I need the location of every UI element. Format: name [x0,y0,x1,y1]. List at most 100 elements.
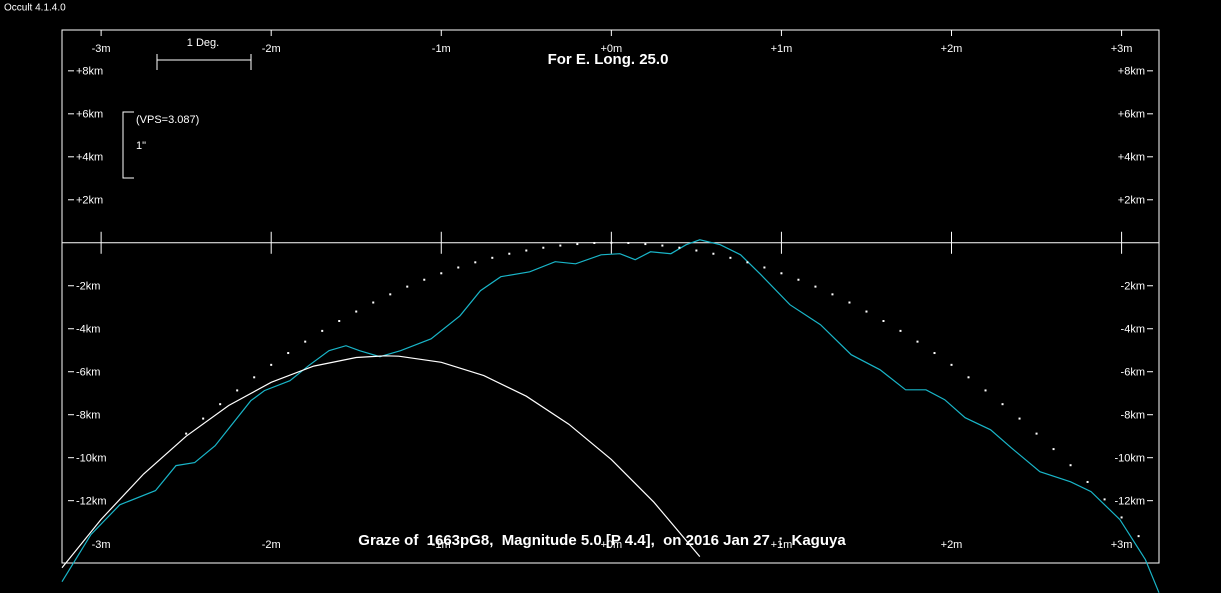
profile-dot [389,293,392,296]
profile-dot [797,278,800,281]
scale-label: 1 Deg. [187,37,219,49]
x-tick-label: +0m [600,43,622,55]
y-tick-label: -4km [76,324,100,336]
profile-dot [695,249,698,252]
profile-dot [610,241,613,244]
profile-dot [1086,480,1089,483]
x-tick-label: -2m [262,43,281,55]
y-tick-label: -12km [76,496,107,508]
profile-dot [746,261,749,264]
y-tick-label: -6km [1121,367,1145,379]
profile-dot [202,417,205,420]
profile-dot [525,249,528,252]
y-tick-label: +6km [1118,109,1145,121]
profile-dot [950,363,953,366]
profile-dot [1035,432,1038,435]
chart-title: For E. Long. 25.0 [548,51,669,68]
profile-dot [474,261,477,264]
profile-dot [508,252,511,255]
x-tick-label: -2m [262,539,281,551]
profile-dot [338,320,341,323]
x-tick-label: +0m [600,539,622,551]
profile-dot [576,243,579,246]
profile-dot [491,256,494,259]
profile-dot [355,310,358,313]
profile-dot [644,243,647,246]
arcsec-label: 1" [136,140,146,152]
profile-dot [831,293,834,296]
y-tick-label: +4km [76,152,103,164]
profile-line [61,355,701,569]
profile-dot [457,266,460,269]
profile-dot [984,389,987,392]
profile-dot [287,352,290,355]
profile-dot [1018,417,1021,420]
profile-dot [236,389,239,392]
y-tick-label: +2km [1118,195,1145,207]
y-tick-label: +8km [1118,66,1145,78]
profile-dot [219,403,222,406]
x-tick-label: -3m [92,43,111,55]
x-tick-label: +1m [771,539,793,551]
profile-dot [627,241,630,244]
profile-dot [423,278,426,281]
x-tick-label: +2m [941,539,963,551]
profile-dot [304,340,307,343]
y-tick-label: -8km [1121,410,1145,422]
y-tick-label: +2km [76,195,103,207]
profile-dot [865,310,868,313]
profile-dot [933,352,936,355]
profile-dot [1069,464,1072,467]
x-tick-label: +3m [1111,539,1133,551]
profile-dot [270,363,273,366]
profile-dot [253,376,256,379]
profile-dot [1103,498,1106,501]
profile-dot [729,256,732,259]
profile-dot [559,244,562,247]
y-tick-label: -10km [76,453,107,465]
profile-dot [440,272,443,275]
profile-dot [1001,403,1004,406]
profile-dot [967,376,970,379]
x-tick-label: -3m [92,539,111,551]
profile-dot [899,329,902,332]
profile-dot [1052,448,1055,451]
profile-line [61,239,1160,593]
window-title: Occult 4.1.4.0 [4,3,66,14]
profile-dot [916,340,919,343]
plot-frame [61,29,1160,564]
x-tick-label: -1m [432,539,451,551]
x-tick-label: +1m [771,43,793,55]
vps-bracket [122,111,134,179]
profile-dot [814,285,817,288]
y-tick-label: -8km [76,410,100,422]
x-tick-label: +2m [941,43,963,55]
profile-dot [542,246,545,249]
caption: Graze of 1663pG8, Magnitude 5.0 [P 4.4],… [358,532,846,549]
profile-dot [593,241,596,244]
x-tick-label: -1m [432,43,451,55]
y-tick-label: -2km [76,281,100,293]
profile-dot [848,301,851,304]
profile-dot [661,244,664,247]
profile-dot [780,272,783,275]
profile-dot [1120,516,1123,519]
y-tick-label: +4km [1118,152,1145,164]
profile-dot [185,432,188,435]
y-tick-label: -6km [76,367,100,379]
y-tick-label: -4km [1121,324,1145,336]
x-tick-label: +3m [1111,43,1133,55]
profile-dot [406,285,409,288]
profile-dot [321,329,324,332]
vps-label: (VPS=3.087) [136,114,199,126]
profile-dot [763,266,766,269]
y-tick-label: -10km [1114,453,1145,465]
y-tick-label: +6km [76,109,103,121]
y-tick-label: -12km [1114,496,1145,508]
y-tick-label: -2km [1121,281,1145,293]
profile-dot [678,246,681,249]
profile-dot [1137,535,1140,538]
